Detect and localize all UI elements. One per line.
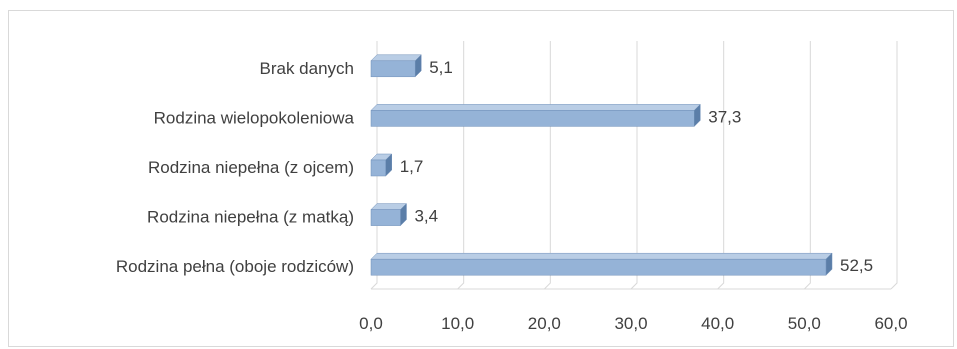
bar-chart: 0,0 10,0 20,0 30,0 40,0 50,0 60,0 Rodzina pełna… bbox=[116, 41, 908, 333]
bar-front-face bbox=[370, 209, 401, 226]
bar bbox=[370, 103, 701, 128]
bar bbox=[370, 252, 833, 276]
data-label: 5,1 bbox=[429, 58, 453, 77]
category-label: Brak danych bbox=[260, 59, 355, 78]
gridline bbox=[630, 41, 638, 290]
bar-top-face bbox=[370, 54, 422, 62]
data-label: 37,3 bbox=[708, 107, 741, 126]
x-tick-label: 50,0 bbox=[788, 314, 821, 333]
bar-front-face bbox=[370, 60, 416, 78]
bar-front-face bbox=[370, 159, 386, 177]
bar-front-face bbox=[370, 258, 827, 276]
bar bbox=[370, 153, 393, 177]
bars bbox=[370, 54, 833, 276]
labels: 0,0 10,0 20,0 30,0 40,0 50,0 60,0 Rodzina pełna… bbox=[116, 58, 908, 333]
bar bbox=[370, 54, 422, 78]
data-label: 1,7 bbox=[400, 157, 424, 176]
bar bbox=[370, 202, 408, 227]
gridline bbox=[803, 41, 811, 290]
x-tick-label: 10,0 bbox=[441, 314, 474, 333]
x-tick-label: 0,0 bbox=[359, 314, 383, 333]
gridline bbox=[543, 41, 551, 290]
gridline bbox=[457, 41, 465, 290]
bar-front-face bbox=[370, 110, 695, 127]
x-tick-label: 20,0 bbox=[528, 314, 561, 333]
chart-area: 0,0 10,0 20,0 30,0 40,0 50,0 60,0 Rodzina pełna… bbox=[8, 10, 954, 347]
bar-top-face bbox=[370, 252, 833, 260]
category-label: Rodzina niepełna (z matką) bbox=[147, 208, 354, 227]
data-label: 52,5 bbox=[840, 256, 873, 275]
x-tick-label: 30,0 bbox=[614, 314, 647, 333]
category-label: Rodzina wielopokoleniowa bbox=[154, 108, 355, 127]
x-tick-label: 60,0 bbox=[874, 314, 907, 333]
category-label: Rodzina pełna (oboje rodziców) bbox=[116, 257, 354, 276]
bar-top-face bbox=[370, 104, 701, 111]
x-tick-label: 40,0 bbox=[701, 314, 734, 333]
gridlines bbox=[370, 41, 898, 290]
data-label: 3,4 bbox=[414, 207, 438, 226]
category-label: Rodzina niepełna (z ojcem) bbox=[148, 158, 354, 177]
gridline bbox=[717, 41, 725, 290]
gridline bbox=[890, 41, 898, 290]
